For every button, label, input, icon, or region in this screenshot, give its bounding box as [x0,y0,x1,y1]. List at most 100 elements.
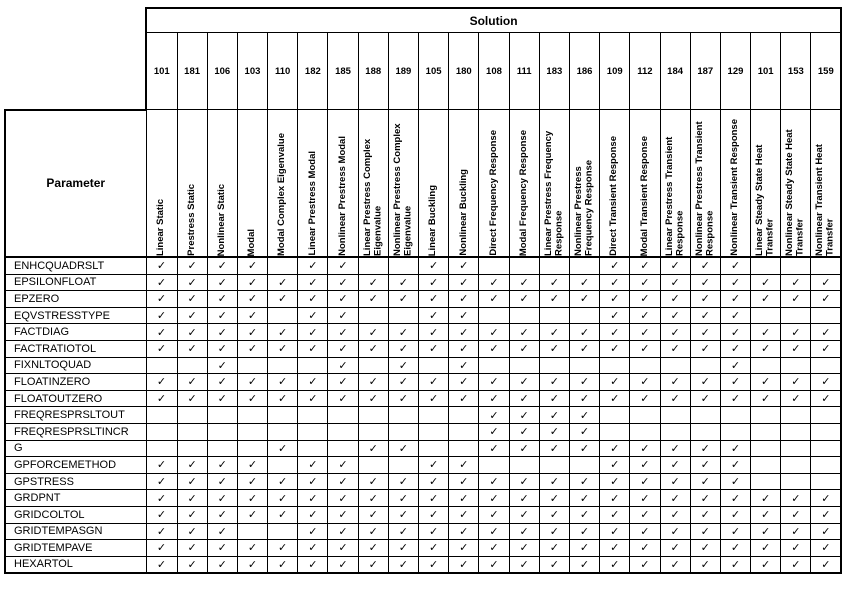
solution-number: 103 [236,32,269,110]
empty-cell [780,356,812,375]
check-icon: ✓ [659,456,691,474]
check-icon: ✓ [387,555,420,575]
solution-number: 101 [145,32,178,110]
empty-cell [780,256,812,275]
check-icon: ✓ [448,273,480,292]
check-icon: ✓ [629,290,661,308]
empty-cell [327,422,359,441]
solution-name-text: Modal Complex Eigenvalue [276,133,288,256]
parameter-solution-table: Solution 101 181 106 103 110 182 185 188 189 105 1… [4,7,843,575]
empty-cell [387,406,420,424]
check-icon: ✓ [145,290,178,308]
check-icon: ✓ [297,273,329,292]
empty-cell [417,356,450,375]
check-icon: ✓ [629,306,661,325]
solution-name-text: Nonlinear Prestress Transient Response [693,121,716,256]
check-icon: ✓ [659,489,691,507]
parameter-name: FLOATOUTZERO [4,389,147,408]
empty-cell [357,306,389,325]
parameter-name: EPSILONFLOAT [4,273,147,292]
empty-cell [508,256,540,275]
table-row: ENHCQUADRSLT ✓ ✓ ✓ ✓ ✓ ✓ ✓ ✓ ✓ ✓ ✓ ✓ ✓ [4,256,843,275]
empty-cell [145,406,178,424]
empty-cell [176,439,208,458]
check-icon: ✓ [236,339,269,358]
check-icon: ✓ [538,389,570,408]
check-icon: ✓ [236,323,269,341]
empty-cell [719,422,752,441]
check-icon: ✓ [810,555,843,575]
check-icon: ✓ [719,356,752,375]
check-icon: ✓ [719,539,752,557]
check-icon: ✓ [206,555,238,575]
check-icon: ✓ [538,522,570,541]
check-icon: ✓ [508,539,540,557]
check-icon: ✓ [719,555,752,575]
check-icon: ✓ [357,472,389,491]
parameter-name: HEXARTOL [4,555,147,575]
check-icon: ✓ [568,373,601,391]
parameter-name: FIXNLTOQUAD [4,356,147,375]
solution-number: 110 [267,32,299,110]
check-icon: ✓ [629,456,661,474]
check-icon: ✓ [659,439,691,458]
solution-number: 112 [629,32,661,110]
check-icon: ✓ [689,472,721,491]
solution-name: Direct Frequency Response [478,109,510,258]
table-row: FREQRESPRSLTINCR ✓ ✓ ✓ ✓ [4,422,843,441]
empty-cell [750,356,782,375]
check-icon: ✓ [145,339,178,358]
check-icon: ✓ [719,505,752,524]
empty-cell [357,422,389,441]
check-icon: ✓ [538,373,570,391]
solution-number: 159 [810,32,843,110]
empty-cell [659,422,691,441]
check-icon: ✓ [327,356,359,375]
empty-cell [689,356,721,375]
check-icon: ✓ [267,290,299,308]
check-icon: ✓ [448,505,480,524]
check-icon: ✓ [478,273,510,292]
check-icon: ✓ [689,489,721,507]
check-icon: ✓ [297,389,329,408]
check-icon: ✓ [538,555,570,575]
check-icon: ✓ [568,539,601,557]
empty-cell [297,406,329,424]
table-row: FACTRATIOTOL ✓ ✓ ✓ ✓ ✓ ✓ ✓ ✓ ✓ ✓ ✓ ✓ ✓ ✓ ✓ ✓ ✓ ✓ ✓ ✓ ✓ ✓ ✓ [4,339,843,358]
corner-blank [5,32,147,110]
check-icon: ✓ [689,256,721,275]
table-row: GRIDCOLTOL ✓ ✓ ✓ ✓ ✓ ✓ ✓ ✓ ✓ ✓ ✓ ✓ ✓ ✓ ✓ ✓ ✓ ✓ ✓ ✓ ✓ ✓ ✓ [4,505,843,524]
check-icon: ✓ [176,489,208,507]
empty-cell [780,472,812,491]
solution-name-text: Modal [246,228,258,256]
check-icon: ✓ [719,273,752,292]
check-icon: ✓ [145,472,178,491]
check-icon: ✓ [780,290,812,308]
check-icon: ✓ [599,539,631,557]
empty-cell [508,456,540,474]
check-icon: ✓ [267,339,299,358]
check-icon: ✓ [357,522,389,541]
check-icon: ✓ [750,373,782,391]
check-icon: ✓ [719,389,752,408]
solution-number: 129 [719,32,752,110]
empty-cell [236,406,269,424]
check-icon: ✓ [145,256,178,275]
check-icon: ✓ [538,539,570,557]
check-icon: ✓ [448,339,480,358]
check-icon: ✓ [448,323,480,341]
check-icon: ✓ [478,489,510,507]
check-icon: ✓ [478,522,510,541]
check-icon: ✓ [448,389,480,408]
check-icon: ✓ [297,522,329,541]
check-icon: ✓ [327,522,359,541]
check-icon: ✓ [568,505,601,524]
empty-cell [538,356,570,375]
check-icon: ✓ [387,489,420,507]
check-icon: ✓ [417,505,450,524]
solution-name-text: Direct Transient Response [608,136,620,256]
check-icon: ✓ [145,522,178,541]
check-icon: ✓ [719,489,752,507]
check-icon: ✓ [568,555,601,575]
check-icon: ✓ [629,256,661,275]
